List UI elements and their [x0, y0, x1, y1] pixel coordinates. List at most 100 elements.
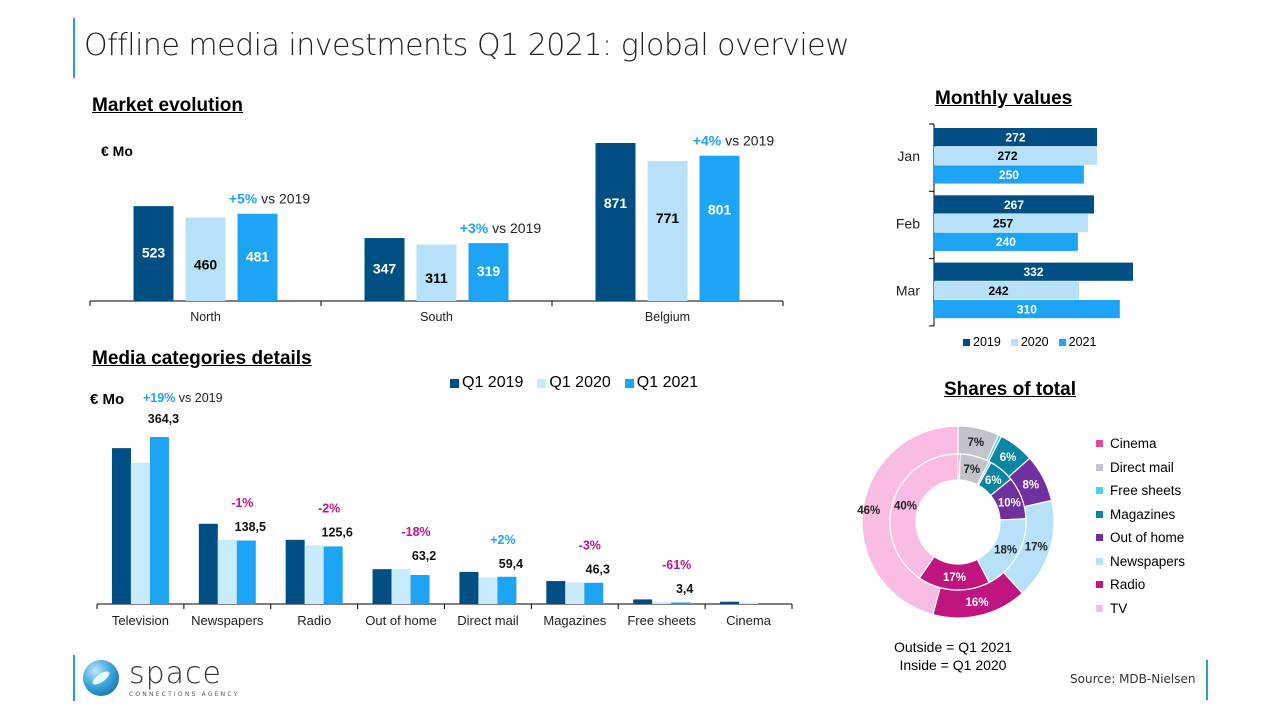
bar-value-label: 460 [194, 256, 218, 272]
data-label-q1-2021: 138,5 [235, 520, 266, 534]
bar-magazines-q1-2019 [546, 581, 566, 604]
slice-label: 16% [966, 597, 989, 609]
bar-value-label: 310 [1017, 303, 1037, 317]
bar-value-label: 871 [604, 195, 628, 211]
bar-value-label: 319 [477, 263, 501, 279]
bar-cinema-q1-2019 [720, 601, 740, 604]
legend-item-radio: Radio [1096, 573, 1185, 597]
data-label-q1-2021: 125,6 [322, 525, 353, 539]
bar-north-2021 [237, 213, 278, 301]
x-axis-label: Free sheets [627, 613, 696, 628]
slice-label: 7% [967, 437, 984, 449]
bar-mar-2021 [934, 300, 1120, 319]
legend-2020: 2020 [1010, 335, 1049, 349]
bar-value-label: 523 [142, 245, 166, 261]
legend-swatch-2019 [963, 338, 970, 346]
bar-direct-mail-q1-2020 [478, 577, 498, 604]
bar-radio-q1-2021 [323, 546, 343, 604]
legend-item-direct-mail: Direct mail [1096, 456, 1185, 480]
bar-radio-q1-2020 [304, 545, 324, 604]
bar-value-label: 801 [708, 201, 732, 217]
legend-swatch-2020 [1010, 338, 1018, 346]
x-axis-label: Out of home [365, 613, 437, 628]
slice-label: 6% [985, 475, 1002, 487]
bar-mar-2020 [934, 281, 1080, 300]
legend-item-tv: TV [1096, 597, 1185, 621]
y-axis-label: Feb [896, 215, 920, 231]
x-axis-label: Direct mail [457, 613, 519, 628]
logo-accent-line [73, 655, 75, 701]
legend-2019: 2019 [963, 335, 1001, 349]
legend-label: Out of home [1110, 530, 1185, 546]
market-evolution-title: Market evolution [92, 95, 243, 116]
note-outside: Outside = Q1 2021 [894, 639, 1012, 655]
data-label-q1-2021: 46,3 [586, 562, 610, 576]
legend-label: Q1 2020 [549, 374, 611, 391]
bar-value-label: 332 [1023, 265, 1043, 279]
legend-label: Magazines [1110, 506, 1176, 522]
change-annotation: -61% [662, 558, 691, 572]
legend-swatch-q1-2019 [450, 378, 459, 388]
legend-swatch [1096, 440, 1103, 448]
legend-swatch [1096, 510, 1103, 518]
company-logo: space CONNECTIONS AGENCY [73, 655, 240, 701]
data-label-q1-2021: 3,4 [676, 582, 693, 596]
source-accent-line [1206, 660, 1208, 700]
legend-label: Free sheets [1110, 483, 1182, 499]
change-annotation: +2% [490, 533, 515, 547]
change-annotation: -2% [318, 501, 340, 515]
data-label-q1-2021: 63,2 [412, 549, 436, 563]
slice-inner-out-of-home [989, 478, 1027, 521]
bar-free-sheets-q1-2021 [671, 602, 691, 604]
x-axis-label: Television [112, 613, 169, 628]
legend-swatch [1096, 604, 1103, 612]
legend-label: Radio [1110, 577, 1146, 593]
slice-label: 17% [943, 572, 966, 584]
bar-free-sheets-q1-2020 [652, 602, 672, 604]
bar-north-2019 [133, 206, 174, 301]
change-annotation: -3% [579, 538, 601, 552]
legend-item-newspapers: Newspapers [1096, 550, 1185, 574]
bar-value-label: 250 [999, 168, 1019, 182]
x-axis-label: Newspapers [191, 613, 264, 628]
slice-outer-direct-mail [957, 425, 1000, 462]
legend-label: Q1 2021 [636, 374, 699, 391]
bar-mar-2019 [934, 262, 1133, 281]
shares-legend: Cinema Direct mail Free sheets Magazines Out… [1096, 432, 1185, 620]
bar-newspapers-q1-2021 [236, 540, 256, 604]
market-evolution-unit: € Mo [101, 143, 133, 159]
bar-belgium-2021 [699, 155, 740, 301]
legend-item-magazines: Magazines [1096, 503, 1185, 527]
change-annotation: +3% vs 2019 [460, 220, 542, 236]
legend-label: 2021 [1068, 335, 1097, 349]
bar-television-q1-2019 [111, 448, 131, 604]
page-title: Offline media investments Q1 2021: globa… [84, 28, 850, 63]
bar-value-label: 272 [998, 149, 1018, 163]
data-label-q1-2021: 59,4 [499, 557, 523, 571]
bar-feb-2021 [934, 232, 1078, 251]
slice-inner-radio [918, 555, 990, 591]
legend-2021: 2021 [1058, 335, 1097, 349]
bar-value-label: 771 [656, 210, 680, 226]
monthly-legend: 2019 2020 2021 [963, 335, 1096, 349]
bar-direct-mail-q1-2021 [497, 576, 517, 604]
bar-feb-2019 [934, 195, 1095, 214]
bar-newspapers-q1-2020 [217, 539, 237, 604]
source-note: Source: MDB-Nielsen [1070, 672, 1196, 686]
slice-inner-free-sheets [976, 460, 992, 487]
bar-jan-2020 [934, 146, 1098, 165]
bar-south-2021 [468, 243, 509, 301]
bar-television-q1-2020 [130, 462, 150, 604]
legend-label: Direct mail [1110, 459, 1174, 475]
slice-inner-direct-mail [958, 453, 990, 486]
bar-magazines-q1-2020 [565, 582, 585, 604]
bar-newspapers-q1-2019 [198, 523, 218, 604]
x-axis-label: Magazines [543, 613, 606, 628]
bar-television-q1-2021 [149, 437, 169, 604]
bar-direct-mail-q1-2019 [459, 571, 479, 604]
legend-swatch [1096, 581, 1103, 589]
x-axis-label: North [190, 310, 221, 324]
legend-swatch [1096, 534, 1103, 542]
legend-q1-2021: Q1 2021 [624, 374, 699, 392]
change-annotation: -18% [401, 525, 430, 539]
